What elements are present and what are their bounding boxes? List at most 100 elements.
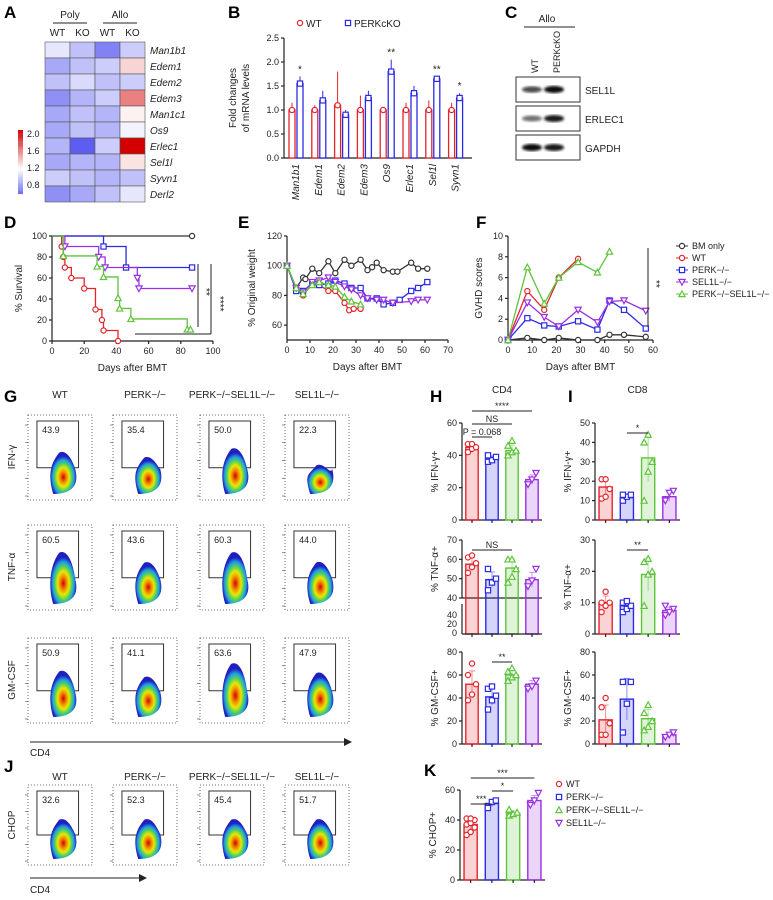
data-point	[341, 299, 348, 307]
column-label: WT	[50, 28, 66, 39]
legend-label: PERK−/−	[692, 265, 730, 275]
column-label: WT	[100, 28, 116, 39]
lane-label: WT	[530, 59, 540, 73]
y-tick-label: 0	[452, 739, 457, 749]
data-point	[484, 587, 492, 594]
colorbar-segment	[18, 168, 23, 171]
data-point	[523, 583, 533, 591]
legend-label: PERK−/−SEL1L−/−	[566, 805, 644, 815]
data-point	[642, 333, 649, 341]
bar	[296, 82, 304, 159]
data-point	[472, 560, 480, 567]
x-tick-label: Erlec1	[405, 164, 416, 192]
y-tick-label: 1.5	[266, 81, 279, 91]
y-tick-label: 70	[447, 535, 457, 545]
x-axis-label: Days after BMT	[333, 362, 402, 373]
density-contour	[135, 562, 162, 604]
gene-label: Man1c1	[150, 110, 186, 121]
x-tick-label: Edem2	[337, 164, 348, 196]
series-line	[286, 258, 428, 290]
protein-band	[522, 143, 542, 152]
panel-label-j: J	[4, 757, 13, 776]
gate-percentage: 51.7	[299, 795, 317, 805]
series-line	[286, 265, 428, 306]
gene-label: Syvn1	[150, 174, 178, 185]
data-point	[187, 285, 197, 293]
legend-label: SEL1L−/−	[692, 277, 732, 287]
heatmap-cell	[119, 185, 146, 203]
data-point	[368, 264, 376, 271]
y-tick-label: 2.5	[266, 33, 279, 43]
band-label: SEL1L	[585, 86, 615, 97]
data-point	[363, 295, 372, 303]
y-tick-label: 60	[272, 320, 282, 330]
density-contour	[307, 464, 334, 494]
y-axis-label: % CHOP+	[428, 812, 439, 859]
heatmap-cell	[119, 73, 146, 91]
heatmap-cell	[119, 57, 146, 75]
data-point	[648, 566, 657, 575]
data-point	[288, 106, 296, 114]
data-point	[425, 106, 432, 114]
colorbar-segment	[18, 190, 23, 193]
heatmap-cell	[69, 41, 96, 59]
data-point	[527, 683, 537, 691]
heatmap-cell	[94, 105, 121, 123]
heatmap-cell	[69, 121, 96, 139]
panel-label-c: C	[505, 3, 517, 22]
data-point	[472, 681, 480, 688]
bar	[447, 109, 456, 159]
y-tick-label: 20	[447, 483, 457, 493]
y-tick-label: 6	[498, 273, 503, 283]
y-tick-label: 60	[445, 785, 455, 795]
bar	[505, 674, 519, 745]
gate-percentage: 22.3	[299, 425, 317, 435]
data-point	[484, 452, 492, 459]
data-point	[574, 336, 582, 344]
data-point	[619, 729, 627, 736]
x-tick-label: 10	[527, 345, 537, 355]
data-point	[334, 101, 341, 109]
y-tick-label: 20	[447, 716, 457, 726]
data-point	[541, 306, 548, 314]
heatmap-cell	[119, 41, 146, 59]
data-point	[540, 313, 549, 322]
data-point	[669, 605, 678, 614]
data-point	[661, 612, 670, 620]
data-point	[606, 331, 613, 338]
data-point	[505, 805, 514, 813]
heatmap-cell	[94, 137, 121, 155]
gate-percentage: 50.9	[42, 648, 60, 658]
blot-group-label: Allo	[539, 14, 556, 25]
significance-mark: ***	[476, 794, 487, 804]
data-point	[602, 602, 609, 610]
data-point	[640, 496, 649, 504]
data-point	[407, 298, 416, 306]
y-tick-label: 0	[452, 628, 457, 638]
y-axis-label: % GM-CSF+	[563, 669, 574, 726]
colorbar-segment	[18, 141, 23, 143]
gene-label: Edem2	[150, 78, 182, 89]
data-point	[448, 106, 455, 114]
colorbar-segment	[18, 131, 23, 134]
x-tick-label: 40	[374, 345, 384, 355]
x-tick-label: 0	[49, 346, 54, 356]
legend-marker	[678, 254, 686, 262]
x-tick-label: 0	[505, 345, 510, 355]
x-axis-label: Days after BMT	[546, 362, 615, 373]
data-point	[523, 262, 532, 271]
data-point	[531, 469, 541, 478]
bar	[525, 683, 539, 745]
data-point	[492, 453, 500, 461]
data-point	[492, 797, 500, 804]
x-tick-label: 40	[600, 345, 610, 355]
data-point	[492, 575, 500, 582]
data-point	[464, 697, 472, 704]
heatmap-cell	[94, 57, 121, 75]
data-point	[114, 337, 122, 345]
data-point	[99, 272, 108, 281]
data-point	[644, 467, 653, 475]
colorbar-segment	[18, 142, 23, 145]
legend-marker	[555, 780, 563, 788]
y-tick-label: 120	[267, 231, 282, 241]
